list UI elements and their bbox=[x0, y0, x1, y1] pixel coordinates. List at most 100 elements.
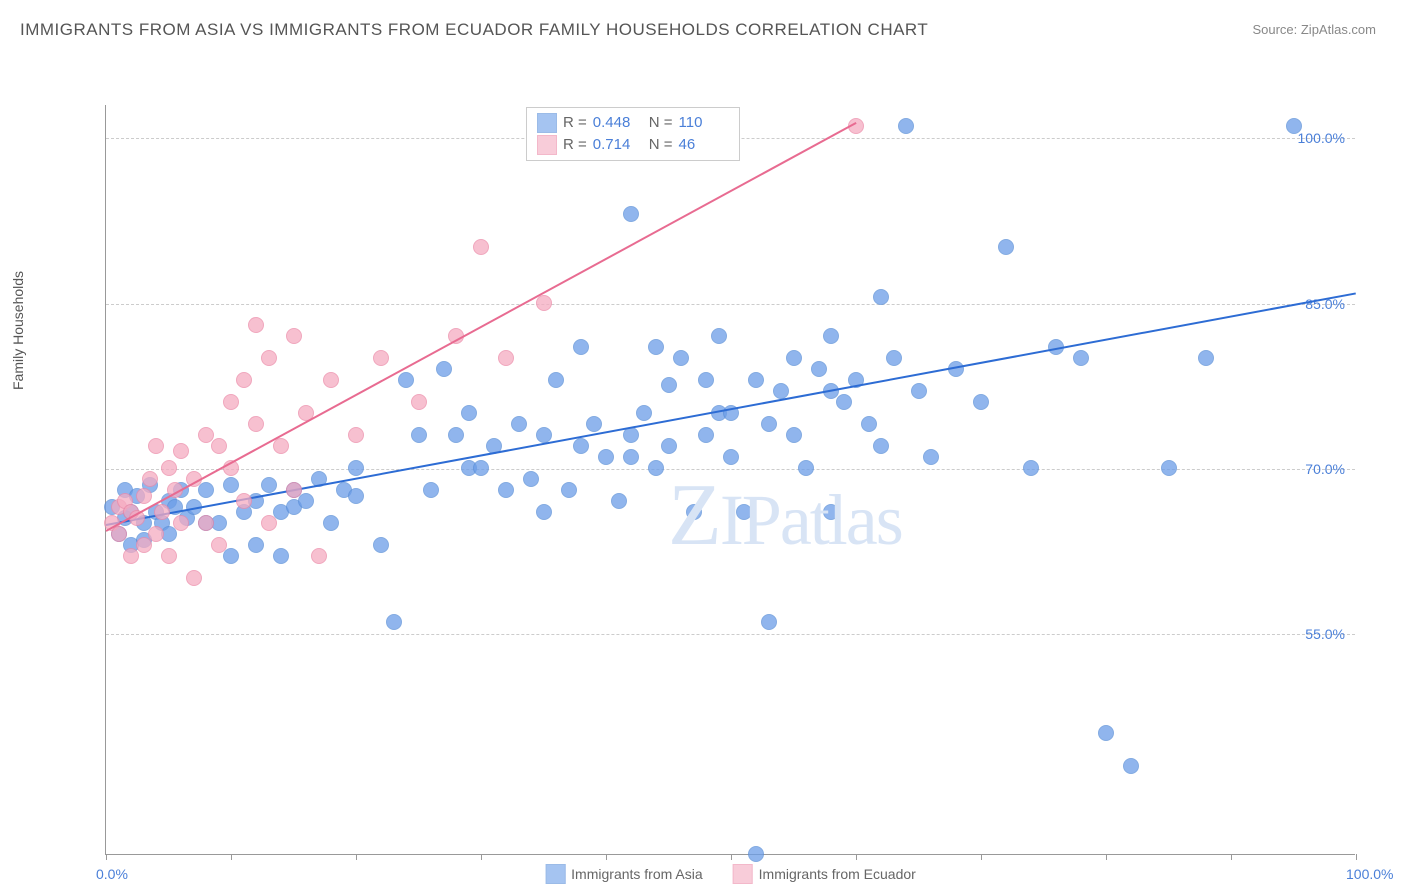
data-point bbox=[598, 449, 614, 465]
r-value: 0.448 bbox=[593, 112, 643, 134]
data-point bbox=[398, 372, 414, 388]
data-point bbox=[236, 372, 252, 388]
data-point bbox=[573, 438, 589, 454]
legend-swatch-icon bbox=[545, 864, 565, 884]
data-point bbox=[123, 548, 139, 564]
data-point bbox=[623, 206, 639, 222]
data-point bbox=[1286, 118, 1302, 134]
data-point bbox=[836, 394, 852, 410]
chart-container: ZIPatlas R =0.448N =110R =0.714N =46 Imm… bbox=[50, 50, 1370, 830]
x-tick-label: 100.0% bbox=[1346, 866, 1393, 882]
data-point bbox=[261, 350, 277, 366]
plot-area: ZIPatlas R =0.448N =110R =0.714N =46 Imm… bbox=[105, 105, 1355, 855]
source-prefix: Source: bbox=[1252, 22, 1300, 37]
data-point bbox=[811, 361, 827, 377]
data-point bbox=[573, 339, 589, 355]
data-point bbox=[661, 438, 677, 454]
data-point bbox=[523, 471, 539, 487]
data-point bbox=[898, 118, 914, 134]
data-point bbox=[411, 394, 427, 410]
data-point bbox=[1161, 460, 1177, 476]
legend-row: R =0.448N =110 bbox=[537, 112, 729, 134]
gridline-h bbox=[106, 304, 1355, 305]
data-point bbox=[511, 416, 527, 432]
n-value: 46 bbox=[679, 134, 729, 156]
data-point bbox=[911, 383, 927, 399]
r-value: 0.714 bbox=[593, 134, 643, 156]
data-point bbox=[223, 548, 239, 564]
x-tick-mark bbox=[231, 854, 232, 860]
legend-series-label: Immigrants from Ecuador bbox=[759, 866, 916, 882]
data-point bbox=[923, 449, 939, 465]
data-point bbox=[748, 372, 764, 388]
data-point bbox=[698, 427, 714, 443]
data-point bbox=[211, 537, 227, 553]
data-point bbox=[286, 328, 302, 344]
data-point bbox=[348, 488, 364, 504]
x-tick-mark bbox=[1106, 854, 1107, 860]
data-point bbox=[261, 515, 277, 531]
data-point bbox=[723, 449, 739, 465]
legend-swatch-icon bbox=[537, 113, 557, 133]
x-tick-mark bbox=[731, 854, 732, 860]
source-link[interactable]: ZipAtlas.com bbox=[1301, 22, 1376, 37]
data-point bbox=[461, 405, 477, 421]
data-point bbox=[436, 361, 452, 377]
data-point bbox=[1123, 758, 1139, 774]
data-point bbox=[498, 482, 514, 498]
r-label: R = bbox=[563, 134, 587, 156]
data-point bbox=[373, 350, 389, 366]
data-point bbox=[1098, 725, 1114, 741]
data-point bbox=[286, 482, 302, 498]
y-tick-label: 70.0% bbox=[1305, 461, 1345, 477]
data-point bbox=[411, 427, 427, 443]
data-point bbox=[448, 427, 464, 443]
data-point bbox=[611, 493, 627, 509]
legend-item: Immigrants from Ecuador bbox=[733, 864, 916, 884]
data-point bbox=[1023, 460, 1039, 476]
x-tick-mark bbox=[481, 854, 482, 860]
data-point bbox=[548, 372, 564, 388]
data-point bbox=[698, 372, 714, 388]
data-point bbox=[636, 405, 652, 421]
data-point bbox=[323, 372, 339, 388]
n-label: N = bbox=[649, 134, 673, 156]
x-tick-mark bbox=[981, 854, 982, 860]
data-point bbox=[586, 416, 602, 432]
data-point bbox=[236, 493, 252, 509]
data-point bbox=[1198, 350, 1214, 366]
data-point bbox=[623, 449, 639, 465]
data-point bbox=[211, 438, 227, 454]
data-point bbox=[136, 488, 152, 504]
gridline-h bbox=[106, 634, 1355, 635]
data-point bbox=[673, 350, 689, 366]
data-point bbox=[998, 239, 1014, 255]
data-point bbox=[1073, 350, 1089, 366]
data-point bbox=[142, 471, 158, 487]
data-point bbox=[711, 328, 727, 344]
data-point bbox=[648, 460, 664, 476]
data-point bbox=[873, 438, 889, 454]
source-attribution: Source: ZipAtlas.com bbox=[1252, 22, 1376, 37]
legend-item: Immigrants from Asia bbox=[545, 864, 702, 884]
chart-title: IMMIGRANTS FROM ASIA VS IMMIGRANTS FROM … bbox=[20, 20, 928, 40]
data-point bbox=[348, 427, 364, 443]
data-point bbox=[111, 526, 127, 542]
data-point bbox=[748, 846, 764, 862]
data-point bbox=[761, 416, 777, 432]
data-point bbox=[261, 477, 277, 493]
data-point bbox=[386, 614, 402, 630]
data-point bbox=[536, 504, 552, 520]
data-point bbox=[886, 350, 902, 366]
data-point bbox=[373, 537, 389, 553]
data-point bbox=[473, 239, 489, 255]
legend-row: R = 0.714 N = 46 bbox=[537, 134, 729, 156]
x-tick-mark bbox=[1231, 854, 1232, 860]
data-point bbox=[561, 482, 577, 498]
data-point bbox=[473, 460, 489, 476]
x-tick-mark bbox=[356, 854, 357, 860]
data-point bbox=[823, 328, 839, 344]
data-point bbox=[773, 383, 789, 399]
y-tick-label: 55.0% bbox=[1305, 626, 1345, 642]
data-point bbox=[223, 394, 239, 410]
